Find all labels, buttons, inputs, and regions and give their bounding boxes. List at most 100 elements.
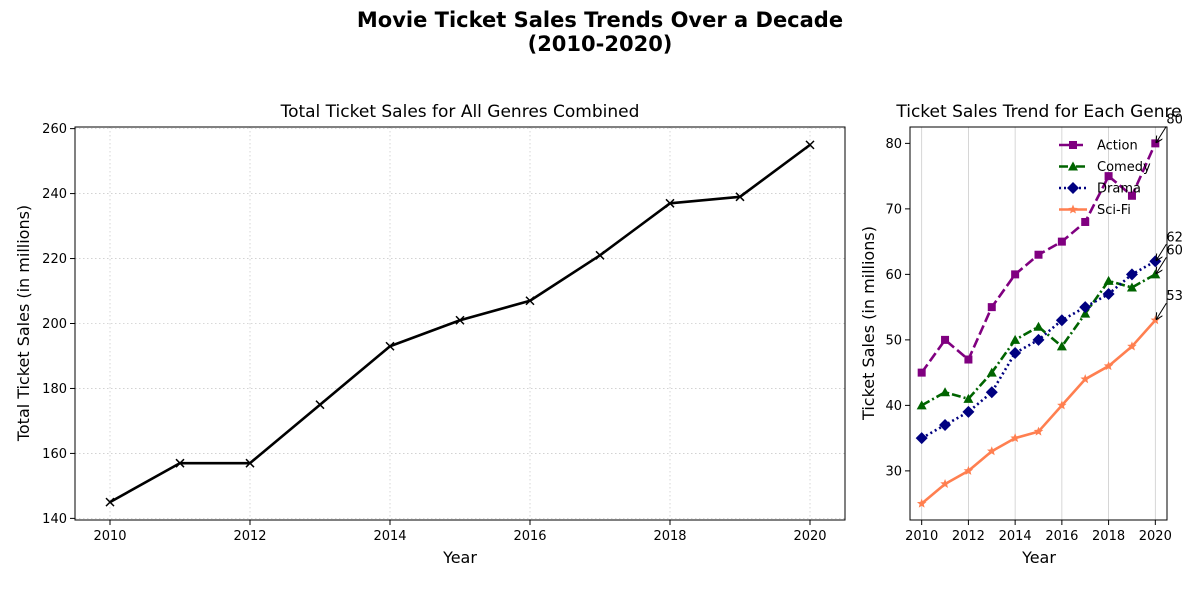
data-point-sci-fi [1127, 341, 1137, 351]
legend-marker-drama [1067, 182, 1079, 194]
series-line-drama [921, 260, 1156, 440]
data-point-comedy [1126, 282, 1137, 292]
x-tick-label: 2018 [1092, 529, 1125, 544]
y-tick-label: 70 [885, 202, 902, 217]
data-point-total [525, 296, 535, 306]
data-point-total [735, 192, 745, 202]
data-point-sci-fi [1010, 433, 1020, 443]
legend-label-action: Action [1097, 139, 1138, 154]
data-point-drama [1125, 268, 1138, 281]
figure-title-line-2: (2010-2020) [527, 32, 673, 56]
data-point-action [1104, 172, 1113, 181]
left-y-axis-label: Total Ticket Sales (in millions) [14, 205, 33, 442]
data-point-sci-fi [1103, 361, 1114, 371]
legend-label-sci-fi: Sci-Fi [1097, 203, 1131, 218]
total-sales-chart: 2010 2012 2014 2016 2018 2020 140 160 180 200 220 2… [14, 102, 846, 567]
right-x-axis-label: Year [1021, 548, 1056, 567]
data-point-total [455, 315, 465, 325]
x-tick-label: 2020 [793, 529, 826, 544]
data-point-sci-fi [963, 465, 974, 475]
data-point-comedy [1033, 321, 1044, 331]
data-point-action [1081, 217, 1090, 226]
y-tick-label: 200 [42, 317, 67, 332]
legend: Action Comedy Drama Sci-Fi [1059, 139, 1151, 218]
legend-marker-comedy [1068, 161, 1078, 171]
x-tick-label: 2016 [1045, 529, 1078, 544]
data-point-action [987, 303, 996, 312]
y-tick-label: 260 [42, 122, 67, 137]
annotation-label: 80 [1166, 112, 1183, 127]
data-point-total [385, 341, 395, 351]
data-point-action [964, 355, 973, 364]
data-point-total [245, 458, 255, 468]
right-ticks: 2010 2012 2014 2016 2018 2020 30 40 50 60 70 80 [885, 137, 1171, 544]
y-tick-label: 180 [42, 382, 67, 397]
data-point-action [941, 335, 950, 344]
y-tick-label: 60 [885, 268, 902, 283]
x-tick-label: 2012 [233, 529, 266, 544]
x-tick-label: 2018 [653, 529, 686, 544]
y-tick-label: 80 [885, 137, 902, 152]
data-point-sci-fi [1080, 374, 1090, 384]
x-tick-label: 2014 [999, 529, 1032, 544]
data-point-action [917, 368, 926, 377]
data-point-action [1057, 237, 1066, 246]
data-point-comedy [916, 400, 927, 410]
y-tick-label: 220 [42, 252, 67, 267]
left-grid [75, 127, 845, 520]
data-point-sci-fi [1150, 315, 1161, 325]
x-tick-label: 2010 [93, 529, 126, 544]
data-point-drama [1055, 314, 1068, 327]
y-tick-label: 160 [42, 447, 67, 462]
annotation-arrow [1156, 244, 1167, 260]
left-series [105, 140, 815, 507]
y-tick-label: 30 [885, 464, 902, 479]
data-point-drama [915, 432, 928, 445]
data-point-sci-fi [916, 498, 927, 508]
data-point-comedy [986, 367, 997, 377]
left-chart-title: Total Ticket Sales for All Genres Combin… [280, 102, 640, 122]
left-x-axis-label: Year [442, 548, 477, 567]
y-tick-label: 40 [885, 399, 902, 414]
data-point-action [1151, 139, 1160, 148]
x-tick-label: 2012 [952, 529, 985, 544]
x-tick-label: 2020 [1139, 529, 1172, 544]
y-tick-label: 50 [885, 333, 902, 348]
data-point-total [315, 400, 325, 410]
y-tick-label: 240 [42, 187, 67, 202]
data-point-total [105, 497, 115, 507]
data-point-drama [1032, 333, 1045, 346]
data-point-drama [1009, 346, 1022, 359]
data-point-comedy [1150, 269, 1161, 279]
data-point-comedy [963, 393, 974, 403]
data-point-sci-fi [1057, 400, 1067, 410]
data-point-total [665, 198, 675, 208]
right-chart-title: Ticket Sales Trend for Each Genre [895, 102, 1181, 122]
data-point-comedy [940, 387, 951, 397]
left-ticks: 2010 2012 2014 2016 2018 2020 140 160 180 200 220 2… [42, 122, 826, 544]
x-tick-label: 2014 [373, 529, 406, 544]
x-tick-label: 2016 [513, 529, 546, 544]
data-point-action [1034, 250, 1043, 259]
annotation-label: 62 [1166, 230, 1183, 245]
annotation-label: 53 [1166, 289, 1183, 304]
data-point-drama [939, 419, 952, 432]
data-point-comedy [1010, 334, 1021, 344]
data-point-drama [985, 386, 998, 399]
data-point-sci-fi [940, 478, 950, 489]
data-point-comedy [1080, 308, 1091, 318]
data-point-total [805, 140, 815, 150]
right-series [915, 139, 1162, 508]
data-point-action [1011, 270, 1020, 279]
annotation-arrow [1156, 257, 1167, 273]
data-point-total [595, 250, 605, 260]
series-line-sci-fi [920, 319, 1157, 505]
x-tick-label: 2010 [905, 529, 938, 544]
y-tick-label: 140 [42, 512, 67, 527]
data-point-sci-fi [1033, 426, 1044, 436]
data-point-drama [1102, 288, 1115, 301]
annotation-arrow [1156, 126, 1167, 142]
data-point-comedy [1103, 275, 1114, 285]
